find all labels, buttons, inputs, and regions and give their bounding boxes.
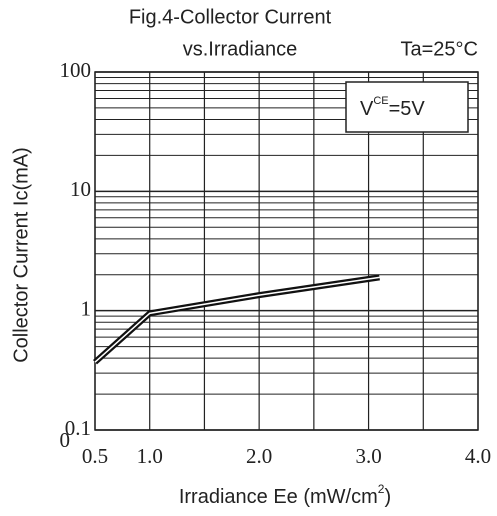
x-tick-label: 3.0 [355,444,381,468]
legend-v: V [360,98,374,120]
legend-rest: =5V [389,98,426,120]
x-tick-label: 0.5 [82,444,108,468]
legend-box [345,81,469,133]
origin-label: 0 [60,428,71,452]
chart-title: Fig.4-Collector Current [129,6,332,28]
x-tick-label: 1.0 [137,444,163,468]
y-axis-label: Collector Current Ic(mA) [10,147,32,363]
condition: Ta=25°C [401,38,479,60]
plot-frame [94,71,479,431]
y-tick-label: 100 [60,58,92,82]
x-tick-label: 2.0 [246,444,272,468]
x-label-text: Irradiance Ee (mW/cm [179,486,378,508]
chart-subtitle: vs.Irradiance [183,38,298,60]
y-tick-label: 1 [81,296,92,320]
legend-sub: CE [373,95,388,107]
x-label-end: ) [384,486,391,508]
y-tick-label: 10 [70,177,91,201]
x-axis-label: Irradiance Ee (mW/cm2) [179,482,391,508]
x-label-sup: 2 [378,482,385,496]
y-tick-label: 0.1 [65,416,91,440]
series-line-inner [94,276,380,363]
x-tick-label: 4.0 [465,444,491,468]
legend-text: VCE=5V [360,95,425,120]
series-line [93,274,380,365]
